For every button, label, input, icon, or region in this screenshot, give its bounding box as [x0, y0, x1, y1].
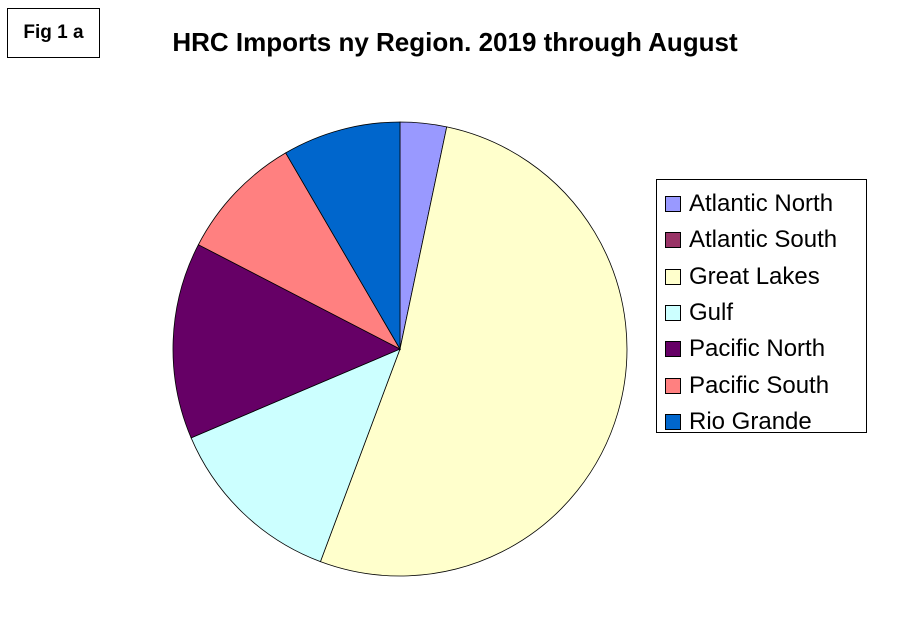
legend-item-atlantic-north: Atlantic North [665, 186, 866, 222]
legend-swatch [665, 196, 681, 213]
legend-label: Atlantic South [689, 226, 838, 254]
legend-item-rio-grande: Rio Grande [665, 404, 866, 440]
pie-slice-great-lakes [319, 126, 628, 577]
legend-item-gulf: Gulf [665, 295, 866, 331]
legend-item-pacific-north: Pacific North [665, 331, 866, 367]
legend-swatch [665, 305, 681, 322]
legend-label: Gulf [689, 299, 734, 327]
legend-item-great-lakes: Great Lakes [665, 259, 866, 295]
legend-swatch [665, 413, 681, 430]
legend-item-pacific-south: Pacific South [665, 367, 866, 403]
pie-slice-rio-grande [285, 121, 401, 351]
legend-item-atlantic-south: Atlantic South [665, 222, 866, 258]
legend-label: Atlantic North [689, 190, 834, 218]
legend-swatch [665, 377, 681, 394]
figure-label: Fig 1 a [7, 8, 100, 58]
pie-slice-pacific-north [172, 244, 401, 439]
legend-label: Pacific South [689, 371, 830, 399]
chart-title: HRC Imports ny Region. 2019 through Augu… [172, 27, 738, 57]
legend-label: Great Lakes [689, 262, 820, 290]
chart-legend: Atlantic North Atlantic South Great Lake… [656, 179, 867, 435]
legend-label: Rio Grande [689, 407, 812, 435]
pie-slice-gulf [190, 348, 401, 563]
legend-swatch [665, 232, 681, 249]
legend-swatch [665, 268, 681, 285]
legend-swatch [665, 341, 681, 358]
legend-label: Pacific North [689, 335, 826, 363]
pie-slice-pacific-south [197, 152, 402, 350]
